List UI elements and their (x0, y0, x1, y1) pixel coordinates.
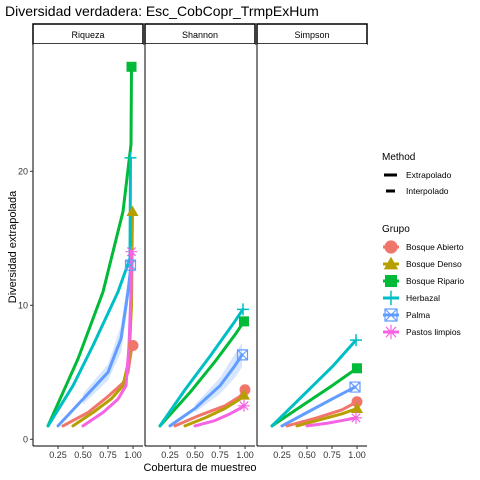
x-tick-label: 1.00 (348, 450, 366, 460)
chart-title: Diversidad verdadera: Esc_CobCopr_TrmpEx… (5, 3, 319, 19)
legend-group-title: Grupo (382, 224, 410, 235)
x-tick-label: 0.75 (323, 450, 341, 460)
legend-method-label: Extrapolado (406, 170, 452, 180)
legend-group-label: Bosque Ripario (406, 276, 464, 286)
x-tick-label: 0.50 (74, 450, 92, 460)
facet-strip-label: Shannon (182, 30, 218, 40)
facet-strip-label: Riqueza (71, 30, 104, 40)
point-marker (351, 396, 363, 408)
x-tick-label: 1.00 (236, 450, 254, 460)
series-line (56, 263, 133, 428)
point-marker (124, 259, 137, 271)
y-axis-title: Diversidad extrapolada (7, 190, 19, 303)
point-marker (238, 399, 250, 412)
legend-group-label: Palma (406, 310, 430, 320)
series-line (270, 366, 359, 428)
point-marker (238, 389, 250, 400)
point-marker (350, 411, 362, 424)
point-marker (383, 324, 399, 340)
point-marker (384, 240, 398, 254)
legend-group-label: Bosque Denso (406, 259, 462, 269)
series-line (46, 156, 132, 428)
series-line (280, 385, 357, 428)
point-marker (385, 275, 397, 287)
legend-group-label: Pastos limpios (406, 327, 461, 337)
series-line (295, 406, 359, 428)
point-marker (383, 290, 399, 306)
point-marker (384, 308, 398, 322)
point-marker (127, 340, 139, 351)
legend-group-label: Bosque Abierto (406, 242, 464, 252)
plot-layer: Riqueza 0.25 0.50 0.75 1.00 Shannon 0.25 0.50 0.… (18, 23, 368, 460)
y-tick-label: 10 (18, 300, 28, 310)
series-line (285, 400, 359, 428)
x-tick-label: 0.75 (99, 450, 117, 460)
x-tick-label: 0.75 (211, 450, 229, 460)
point-marker (237, 303, 249, 316)
y-tick-label: 0 (23, 434, 28, 444)
x-tick-label: 0.25 (161, 450, 179, 460)
point-marker (124, 151, 137, 164)
point-marker (239, 316, 249, 327)
point-marker (352, 363, 362, 374)
x-tick-label: 0.50 (298, 450, 316, 460)
legend-method-label: Interpolado (406, 186, 449, 196)
confidence-band (195, 342, 242, 413)
point-marker (349, 381, 361, 393)
x-tick-label: 1.00 (124, 450, 142, 460)
facet-panel (257, 44, 367, 446)
point-marker (125, 245, 138, 258)
series-line (158, 319, 246, 428)
facet-panel (145, 44, 255, 446)
series-line (305, 416, 358, 428)
point-marker (126, 205, 139, 216)
series-line (81, 250, 133, 428)
series-line (193, 404, 246, 428)
series-line (168, 353, 244, 428)
y-tick-label: 20 (18, 166, 28, 176)
point-marker (126, 61, 137, 72)
point-marker (351, 402, 363, 413)
series-line (158, 307, 245, 428)
legend-method-title: Method (382, 152, 415, 163)
x-tick-label: 0.25 (273, 450, 291, 460)
series-line (270, 338, 358, 428)
series-line (46, 65, 133, 428)
legend: Method Extrapolado Interpolado Grupo Bosque … (382, 152, 464, 340)
point-marker (383, 256, 399, 270)
legend-group-label: Herbazal (406, 293, 440, 303)
facet-strip-label: Simpson (294, 30, 329, 40)
x-tick-label: 0.50 (186, 450, 204, 460)
point-marker (350, 334, 362, 347)
point-marker (236, 349, 249, 361)
x-axis-title: Cobertura de muestreo (143, 462, 256, 474)
x-tick-label: 0.25 (49, 450, 67, 460)
